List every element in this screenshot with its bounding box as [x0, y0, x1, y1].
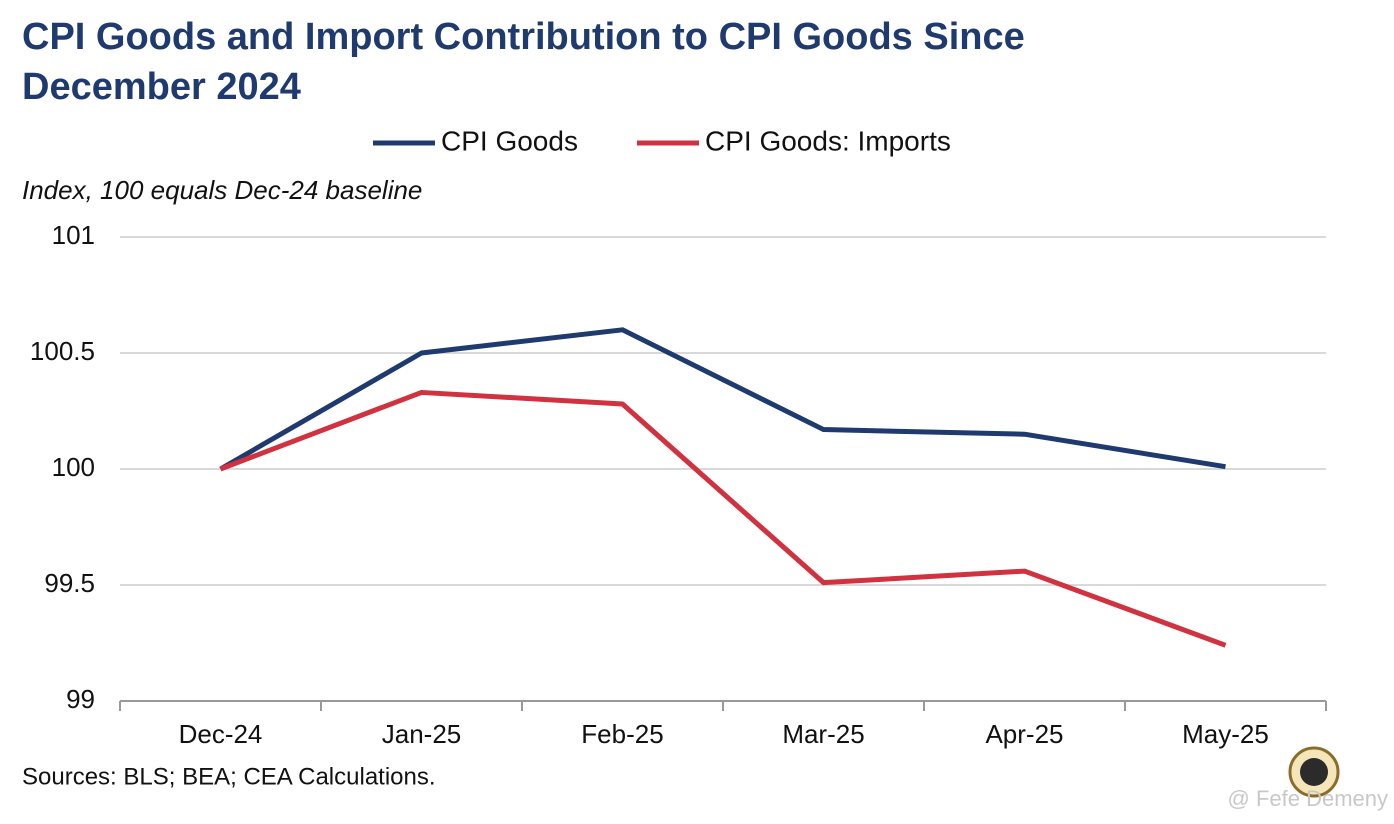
- subtitle: Index, 100 equals Dec-24 baseline: [22, 175, 422, 205]
- y-tick-label: 99.5: [44, 568, 95, 598]
- series-line: [219, 327, 1226, 472]
- y-tick-label: 100.5: [30, 336, 95, 366]
- seal: [1288, 746, 1340, 798]
- x-tick-label: Apr-25: [985, 719, 1063, 749]
- series-line: [219, 389, 1227, 648]
- x-tick-label: Mar-25: [782, 719, 864, 749]
- x-tick-label: Jan-25: [382, 719, 462, 749]
- x-tick-label: Dec-24: [179, 719, 263, 749]
- seal-center: [1300, 758, 1328, 786]
- source: Sources: BLS; BEA; CEA Calculations.: [22, 763, 436, 790]
- x-tick-label: Feb-25: [581, 719, 663, 749]
- legend-label: CPI Goods: Imports: [705, 125, 951, 156]
- y-tick-label: 101: [52, 220, 95, 250]
- x-tick-label: May-25: [1182, 719, 1269, 749]
- y-tick-label: 99: [66, 684, 95, 714]
- watermark: @ Fefe Demeny: [1228, 786, 1389, 811]
- y-tick-label: 100: [52, 452, 95, 482]
- legend-label: CPI Goods: [441, 125, 578, 156]
- chart-title: CPI Goods and Import Contribution to CPI…: [22, 16, 1025, 108]
